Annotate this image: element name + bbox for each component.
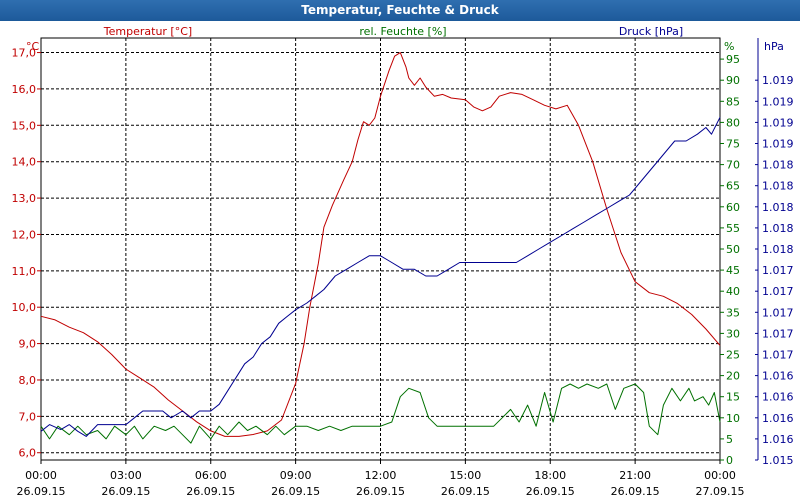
pressure-tick-label: 1.015 — [762, 454, 794, 467]
pressure-tick-label: 1.017 — [762, 349, 794, 362]
humidity-tick-label: 5 — [726, 433, 733, 446]
series-line-humidity — [40, 383, 721, 444]
pressure-tick-label: 1.016 — [762, 370, 794, 383]
humidity-tick-label: 25 — [726, 349, 740, 362]
x-tick-label-time: 12:00 — [365, 469, 397, 482]
x-tick-label-time: 21:00 — [619, 469, 651, 482]
axis-headers: °C Temperatur [°C] rel. Feuchte [%] Druck [… — [26, 25, 784, 53]
x-tick-label-date: 26.09.15 — [356, 485, 405, 498]
pressure-tick-label: 1.019 — [762, 74, 794, 87]
grid — [41, 38, 720, 460]
humidity-tick-label: 60 — [726, 201, 740, 214]
x-tick-label-date: 26.09.15 — [271, 485, 320, 498]
humidity-tick-label: 35 — [726, 306, 740, 319]
axes: 00:00 26.09.15 03:00 26.09.15 06:00 26.09.15 0… — [12, 38, 794, 498]
temperature-tick-label: 15,0 — [12, 119, 37, 132]
temperature-tick-label: 12,0 — [12, 228, 37, 241]
temperature-tick-label: 10,0 — [12, 301, 37, 314]
humidity-tick-label: 20 — [726, 370, 740, 383]
pressure-tick-label: 1.018 — [762, 180, 794, 193]
temperature-tick-label: 11,0 — [12, 265, 37, 278]
humidity-tick-label: 30 — [726, 327, 740, 340]
pressure-unit-label: hPa — [764, 40, 784, 53]
series-lines — [40, 52, 721, 444]
humidity-tick-label: 75 — [726, 138, 740, 151]
x-tick-label-date: 26.09.15 — [186, 485, 235, 498]
x-tick-label-time: 15:00 — [450, 469, 482, 482]
humidity-tick-label: 0 — [726, 454, 733, 467]
temperature-tick-label: 6,0 — [19, 447, 37, 460]
humidity-tick-label: 70 — [726, 159, 740, 172]
temperature-tick-label: 7,0 — [19, 410, 37, 423]
pressure-tick-label: 1.018 — [762, 159, 794, 172]
x-tick-label-time: 06:00 — [195, 469, 227, 482]
humidity-tick-label: 40 — [726, 285, 740, 298]
pressure-tick-label: 1.019 — [762, 116, 794, 129]
temperature-tick-label: 13,0 — [12, 192, 37, 205]
temperature-tick-label: 17,0 — [12, 47, 37, 60]
series-line-pressure — [40, 117, 721, 437]
humidity-tick-label: 50 — [726, 243, 740, 256]
humidity-tick-label: 45 — [726, 264, 740, 277]
temperature-tick-label: 9,0 — [19, 338, 37, 351]
x-tick-label-date: 26.09.15 — [526, 485, 575, 498]
x-tick-label-time: 00:00 — [704, 469, 736, 482]
humidity-tick-label: 85 — [726, 95, 740, 108]
x-tick-label-date: 26.09.15 — [101, 485, 150, 498]
pressure-tick-label: 1.016 — [762, 433, 794, 446]
pressure-tick-label: 1.017 — [762, 264, 794, 277]
temperature-tick-label: 14,0 — [12, 156, 37, 169]
pressure-tick-label: 1.018 — [762, 222, 794, 235]
pressure-tick-label: 1.018 — [762, 201, 794, 214]
humidity-tick-label: 80 — [726, 116, 740, 129]
x-tick-label-time: 18:00 — [534, 469, 566, 482]
pressure-legend-label: Druck [hPa] — [619, 25, 683, 38]
pressure-tick-label: 1.017 — [762, 306, 794, 319]
pressure-tick-label: 1.019 — [762, 138, 794, 151]
humidity-unit-label: % — [724, 40, 734, 53]
pressure-tick-label: 1.016 — [762, 412, 794, 425]
humidity-tick-label: 65 — [726, 180, 740, 193]
humidity-tick-label: 95 — [726, 53, 740, 66]
pressure-tick-label: 1.019 — [762, 95, 794, 108]
pressure-tick-label: 1.017 — [762, 285, 794, 298]
x-tick-label-time: 03:00 — [110, 469, 142, 482]
humidity-legend-label: rel. Feuchte [%] — [359, 25, 446, 38]
chart-title: Temperatur, Feuchte & Druck — [0, 0, 800, 21]
x-tick-label-date: 26.09.15 — [441, 485, 490, 498]
pressure-tick-label: 1.018 — [762, 243, 794, 256]
temperature-legend-label: Temperatur [°C] — [103, 25, 192, 38]
temperature-tick-label: 8,0 — [19, 374, 37, 387]
x-tick-label-date: 26.09.15 — [17, 485, 66, 498]
x-tick-label-time: 09:00 — [280, 469, 312, 482]
humidity-tick-label: 15 — [726, 391, 740, 404]
temperature-tick-label: 16,0 — [12, 83, 37, 96]
pressure-tick-label: 1.016 — [762, 391, 794, 404]
humidity-tick-label: 10 — [726, 412, 740, 425]
temperature-unit-label: °C — [26, 40, 40, 53]
x-tick-label-date: 27.09.15 — [696, 485, 745, 498]
x-tick-label-time: 00:00 — [25, 469, 57, 482]
x-tick-label-date: 26.09.15 — [611, 485, 660, 498]
humidity-tick-label: 55 — [726, 222, 740, 235]
humidity-tick-label: 90 — [726, 74, 740, 87]
pressure-tick-label: 1.017 — [762, 327, 794, 340]
